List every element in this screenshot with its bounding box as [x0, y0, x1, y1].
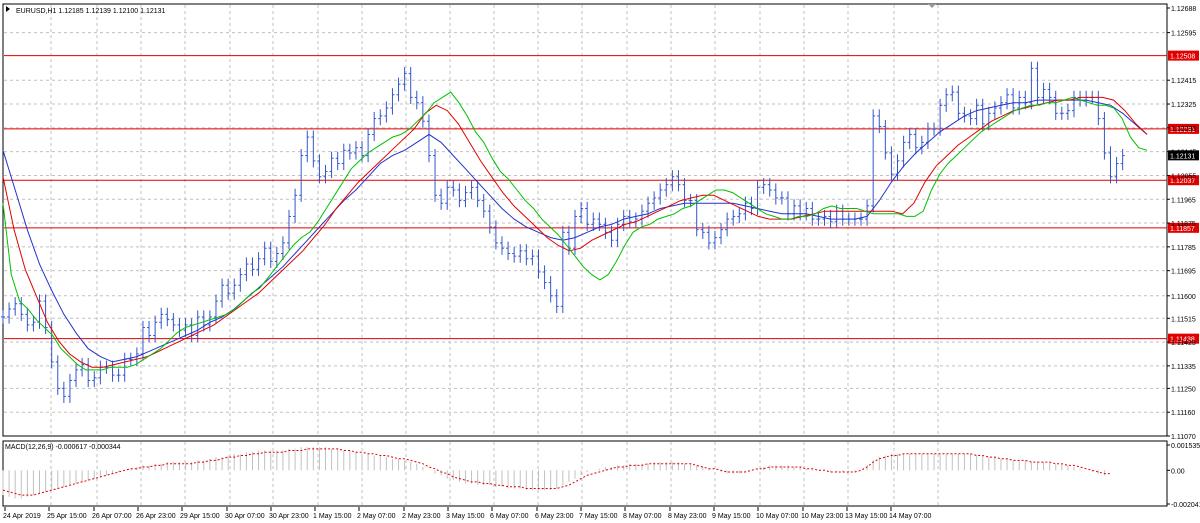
- current-price-tag: [1168, 150, 1199, 161]
- chart-menu-icon[interactable]: [6, 6, 10, 12]
- time-label: 10 May 07:00: [756, 513, 799, 520]
- time-label: 6 May 23:00: [535, 513, 574, 520]
- ma-slow-line: [2, 99, 1148, 363]
- moving-averages: [2, 91, 1148, 371]
- price-tick-label: 1.12595: [1171, 31, 1196, 38]
- price-tick-label: 1.11070: [1171, 434, 1196, 441]
- time-label: 26 Apr 07:00: [92, 513, 132, 520]
- main-grid: [4, 5, 1166, 435]
- time-label: 8 May 07:00: [623, 513, 662, 520]
- price-tick-label: 1.11600: [1171, 294, 1196, 301]
- price-tick-label: 1.11695: [1171, 269, 1196, 276]
- level-label: 1.12508: [1170, 54, 1195, 61]
- price-tick-label: 1.11250: [1171, 386, 1196, 393]
- macd-pane[interactable]: 0.001535 0.00 -0.002041 MACD(12,26,9) -0.0…: [2, 440, 1200, 509]
- time-label: 2 May 23:00: [402, 513, 441, 520]
- time-label: 14 May 07:00: [889, 513, 932, 520]
- time-label: 30 Apr 07:00: [225, 513, 265, 520]
- macd-tick-label: -0.002041: [1171, 502, 1200, 509]
- price-tick-label: 1.12235: [1171, 126, 1196, 133]
- price-tick-label: 1.12415: [1171, 78, 1196, 85]
- time-label: 3 May 15:00: [446, 513, 485, 520]
- ma-mid-line: [2, 96, 1148, 368]
- time-label: 29 Apr 15:00: [180, 513, 220, 520]
- macd-label: MACD(12,26,9) -0.000617 -0.000344: [5, 444, 121, 451]
- time-label: 30 Apr 23:00: [269, 513, 309, 520]
- price-tick-label: 1.11875: [1171, 221, 1196, 228]
- price-bars: [1, 61, 1125, 403]
- main-frame: [2, 3, 1168, 437]
- time-label: 24 Apr 2019: [3, 513, 41, 520]
- level-label: 1.11438: [1170, 337, 1195, 344]
- macd-signal: [2, 448, 1111, 496]
- time-label: 7 May 15:00: [579, 513, 618, 520]
- price-tick-label: 1.12055: [1171, 173, 1196, 180]
- time-label: 9 May 15:00: [712, 513, 751, 520]
- current-price-label: 1.12131: [1170, 153, 1195, 160]
- time-label: 6 May 07:00: [490, 513, 529, 520]
- time-label: 1 May 15:00: [313, 513, 352, 520]
- price-tick-label: 1.11515: [1171, 316, 1196, 323]
- chart-shift-icon[interactable]: [928, 4, 936, 8]
- chart-header: EURUSD,H1 1.12185 1.12139 1.12100 1.1213…: [16, 8, 166, 15]
- level-tag: [1168, 222, 1199, 233]
- time-label: 26 Apr 23:00: [136, 513, 176, 520]
- level-tag: [1168, 333, 1199, 344]
- level-label: 1.12037: [1170, 178, 1195, 185]
- price-tick-label: 1.11425: [1171, 340, 1196, 347]
- macd-frame: [2, 440, 1168, 507]
- time-axis: 24 Apr 2019 25 Apr 15:00 26 Apr 07:00 26 Ap…: [3, 507, 932, 520]
- time-label: 2 May 07:00: [357, 513, 396, 520]
- price-tick-label: 1.11335: [1171, 364, 1196, 371]
- price-axis: 1.12688 1.12595 1.12415 1.12325 1.12235 1.121…: [1167, 6, 1199, 441]
- macd-histogram: [2, 447, 1105, 499]
- price-tick-label: 1.12688: [1171, 6, 1196, 13]
- level-tag: [1168, 50, 1199, 61]
- price-tick-label: 1.11785: [1171, 245, 1196, 252]
- price-tick-label: 1.11965: [1171, 197, 1196, 204]
- price-tick-label: 1.11160: [1171, 410, 1195, 417]
- ma-fast-line: [2, 91, 1148, 371]
- macd-tick-label: 0.00: [1171, 468, 1185, 475]
- time-label: 13 May 15:00: [845, 513, 888, 520]
- time-label: 10 May 23:00: [801, 513, 844, 520]
- level-tag: [1168, 123, 1199, 134]
- macd-signal-line: [2, 448, 1111, 496]
- level-label: 1.11857: [1170, 226, 1195, 233]
- time-label: 8 May 23:00: [668, 513, 707, 520]
- time-label: 25 Apr 15:00: [47, 513, 87, 520]
- level-label: 1.12231: [1170, 127, 1195, 134]
- level-tag: [1168, 175, 1199, 186]
- macd-axis: 0.001535 0.00 -0.002041: [1167, 443, 1200, 509]
- main-pane[interactable]: 1.12508 1.12231 1.12037 1.11857 1.11438 1.12…: [1, 3, 1199, 441]
- macd-tick-label: 0.001535: [1171, 443, 1200, 450]
- price-tick-label: 1.12325: [1171, 102, 1196, 109]
